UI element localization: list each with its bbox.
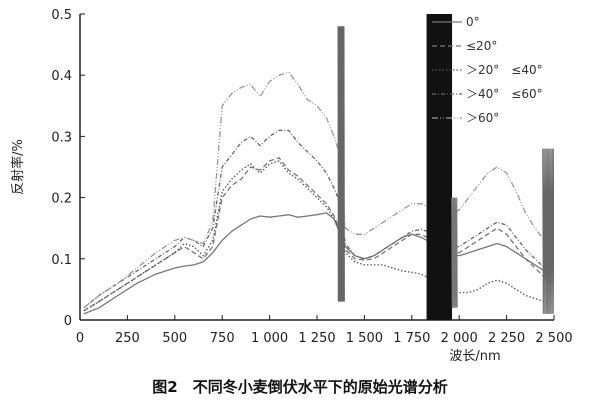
- x-tick-label: 500: [162, 331, 187, 346]
- y-tick-label: 0.2: [51, 192, 72, 207]
- x-tick-label: 1 500: [346, 331, 383, 346]
- x-tick-label: 1 750: [393, 331, 430, 346]
- legend-label-0: 0°: [466, 15, 480, 29]
- noise-spike: [451, 197, 458, 308]
- y-axis-title: 反射率/%: [10, 139, 26, 195]
- y-tick-label: 0.1: [51, 253, 72, 268]
- y-tick-label: 0.3: [51, 130, 72, 145]
- noise-bands: [337, 14, 554, 320]
- x-tick-label: 2 250: [488, 331, 525, 346]
- x-tick-label: 0: [76, 331, 84, 346]
- y-tick-label: 0.5: [51, 8, 72, 23]
- series-layer: [83, 71, 551, 315]
- series-line-1: [83, 157, 551, 312]
- x-ticks: 0 250 500 750 1 000 1 250 1 500 1 750 2 000 2 250…: [76, 315, 573, 346]
- legend-label-3: ＞40° ≤60°: [466, 87, 543, 101]
- y-tick-label: 0.4: [51, 69, 72, 84]
- series-line-3: [83, 129, 551, 309]
- series-line-2: [83, 160, 551, 312]
- legend: 0° ≤20° ＞20° ≤40° ＞40° ≤60° ＞60°: [432, 15, 543, 125]
- x-tick-label: 750: [210, 331, 235, 346]
- legend-label-1: ≤20°: [466, 39, 497, 53]
- x-tick-label: 1 250: [298, 331, 335, 346]
- noise-band-1900: [426, 14, 453, 320]
- legend-label-4: ＞60°: [466, 111, 499, 125]
- y-ticks: 0 0.1 0.2 0.3 0.4 0.5: [51, 8, 85, 329]
- x-axis-title: 波长/nm: [449, 349, 500, 364]
- figure-caption: 图2 不同冬小麦倒伏水平下的原始光谱分析: [152, 378, 447, 396]
- legend-label-2: ＞20° ≤40°: [466, 63, 543, 77]
- x-tick-label: 250: [115, 331, 140, 346]
- y-tick-label: 0: [64, 314, 72, 329]
- noise-spike: [337, 26, 345, 302]
- x-tick-label: 2 500: [535, 331, 572, 346]
- x-tick-label: 2 000: [441, 331, 478, 346]
- noise-spike: [542, 148, 554, 314]
- x-tick-label: 1 000: [251, 331, 288, 346]
- series-line-4: [83, 71, 551, 309]
- series-line-0: [83, 212, 551, 315]
